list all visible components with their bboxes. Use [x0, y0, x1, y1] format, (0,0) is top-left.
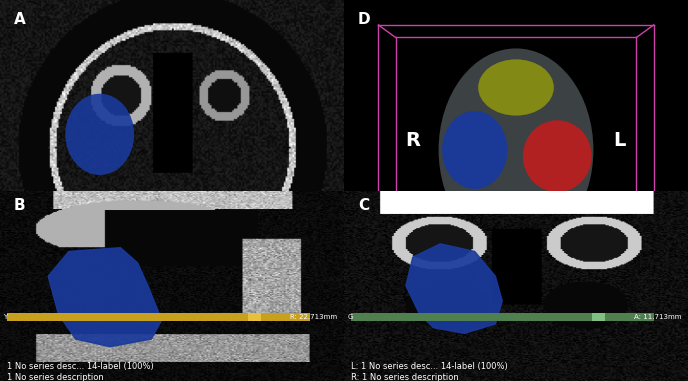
- Text: Y: Y: [3, 314, 8, 320]
- Text: R: 22.713mm: R: 22.713mm: [290, 314, 337, 320]
- Text: 1 No series description: 1 No series description: [7, 300, 104, 309]
- Bar: [592, 313, 605, 322]
- Text: A: 11.713mm: A: 11.713mm: [634, 314, 681, 320]
- Text: C: C: [358, 198, 369, 213]
- Bar: [248, 313, 261, 322]
- Text: R: 1 No series description: R: 1 No series description: [351, 373, 459, 381]
- Text: 1 No series desc... 14-label (100%): 1 No series desc... 14-label (100%): [7, 362, 153, 371]
- Ellipse shape: [442, 111, 508, 189]
- Bar: [7, 313, 310, 321]
- Ellipse shape: [65, 94, 134, 175]
- Polygon shape: [406, 244, 502, 333]
- Ellipse shape: [439, 48, 593, 251]
- Text: B: B: [14, 198, 25, 213]
- Text: A: A: [14, 13, 25, 27]
- Text: G: G: [347, 314, 353, 320]
- Text: L: L: [613, 131, 625, 150]
- Polygon shape: [48, 248, 162, 347]
- Text: L: 1 No series desc... 14-label (100%): L: 1 No series desc... 14-label (100%): [351, 362, 508, 371]
- Ellipse shape: [478, 59, 554, 115]
- Ellipse shape: [523, 120, 592, 192]
- Text: 1 No series desc... 14-label (100%): 1 No series desc... 14-label (100%): [7, 281, 153, 290]
- Text: D: D: [358, 13, 370, 27]
- Text: R: R: [405, 131, 420, 150]
- Text: 1 No series description: 1 No series description: [7, 373, 104, 381]
- Bar: [351, 313, 654, 321]
